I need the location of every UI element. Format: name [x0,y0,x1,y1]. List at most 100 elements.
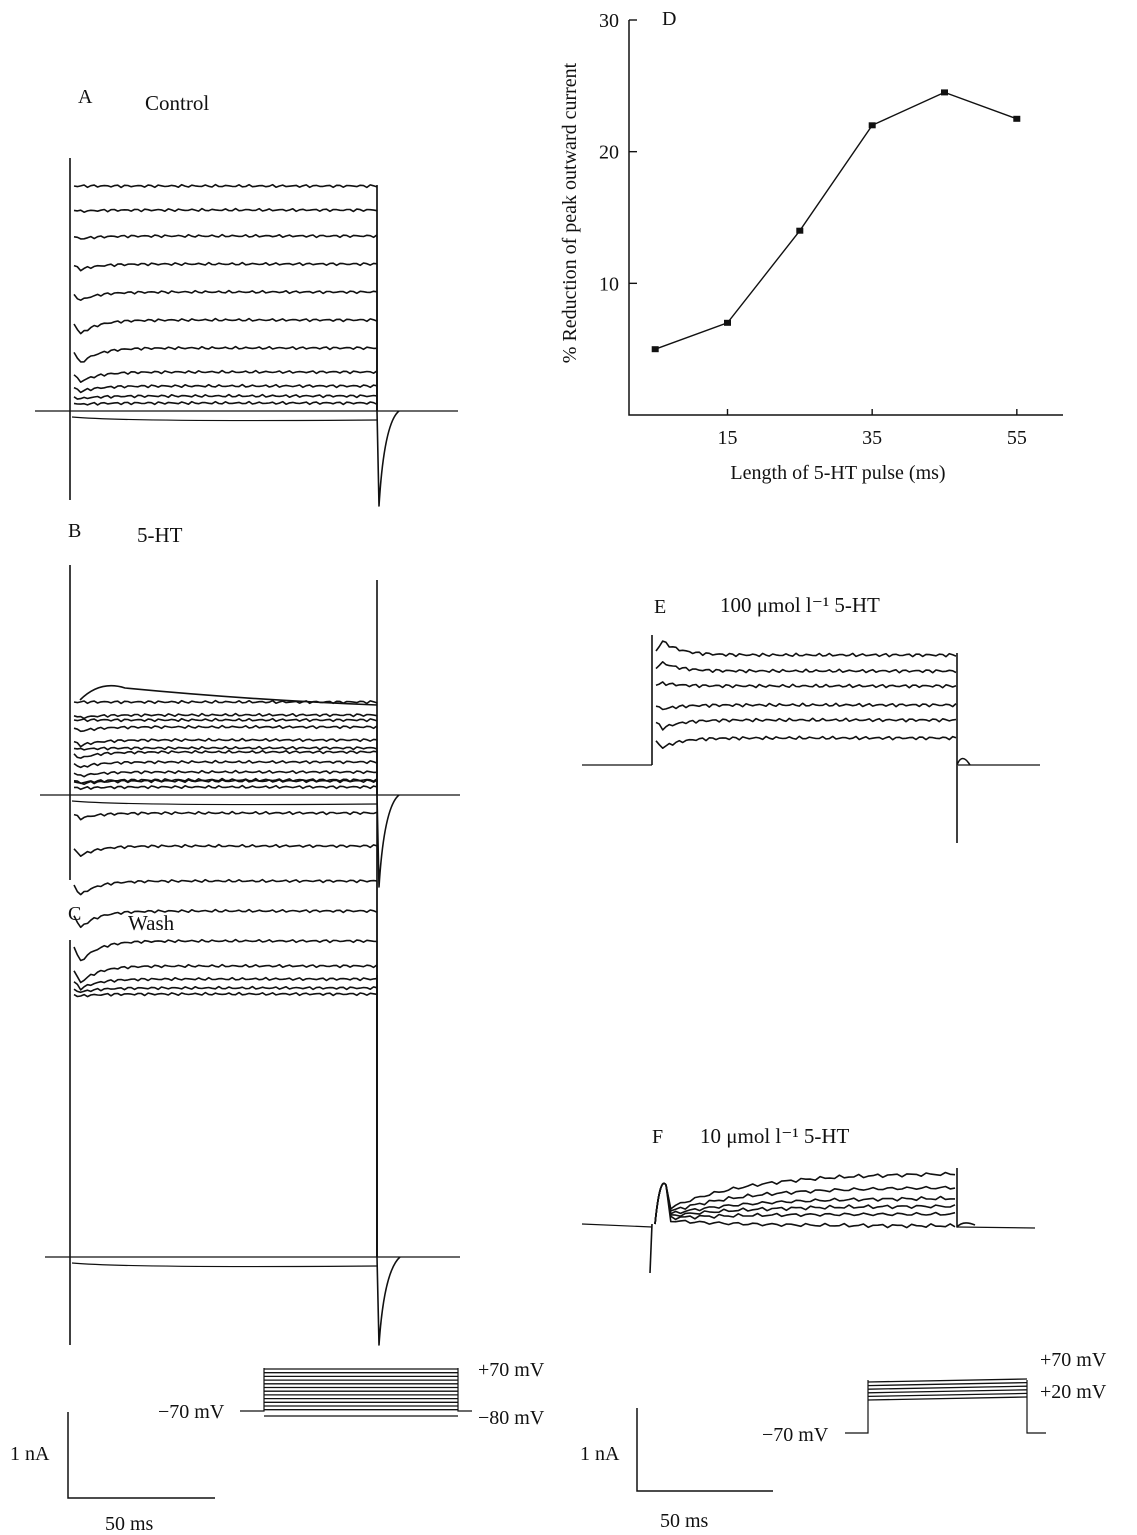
current-trace [73,749,378,759]
panel-a: A Control [35,86,458,507]
panel-e-label: 100 μmol l⁻¹ 5-HT [720,593,880,617]
current-trace [73,724,378,733]
protocol-left-low-label: −80 mV [478,1407,545,1429]
current-trace [73,233,378,240]
scalebar-right-current: 1 nA [580,1443,620,1465]
protocol-right-hold-label: −70 mV [762,1424,829,1446]
hyperpolarized-trace [71,800,378,806]
panel-f-current-traces [581,1168,1036,1274]
tail-transient [376,975,401,1346]
panel-a-current-traces [35,158,458,507]
protocol-step [867,1378,1028,1383]
current-trace [73,400,378,406]
protocol-step [867,1389,1028,1394]
panel-b-current-traces [40,565,460,888]
current-trace [73,717,378,723]
scalebar-right-bars [636,1408,773,1492]
hyperpolarized-trace [71,1262,378,1268]
current-trace [73,878,378,896]
tail-transient [376,580,400,888]
current-trace [654,1182,956,1225]
y-tick-label: 30 [599,10,619,32]
current-trace [74,784,378,791]
current-trace [654,1171,956,1225]
panel-c: C Wash [45,717,460,1346]
current-trace [654,1182,956,1225]
current-trace [73,369,378,383]
hyperpolarized-trace [71,416,378,422]
x-tick-label: 35 [862,427,882,449]
current-trace [655,735,957,749]
current-trace [73,963,378,984]
panel-c-label: Wash [128,911,175,935]
scalebar-left-bars [67,1412,215,1499]
current-trace [73,769,378,778]
panel-f-label: 10 μmol l⁻¹ 5-HT [700,1124,850,1148]
y-tick-label: 20 [599,142,619,164]
current-trace [73,991,378,998]
current-trace [655,661,957,674]
current-trace [73,712,378,720]
current-trace [655,702,957,711]
scalebar-left-time: 50 ms [105,1513,154,1535]
data-point [651,346,659,353]
protocol-step [867,1392,1028,1398]
current-trace [73,985,378,994]
panel-e: E 100 μmol l⁻¹ 5-HT [582,593,1040,843]
panel-f: F 10 μmol l⁻¹ 5-HT [581,1124,1036,1274]
panel-d-chart: 10 20 30 15 35 55 [599,10,1063,449]
current-trace [73,289,378,301]
protocol-left-hold-label: −70 mV [158,1401,225,1423]
current-trace [73,976,378,991]
panel-d-axes [628,20,1063,416]
protocol-right-steps [845,1378,1046,1434]
protocol-left-steps [240,1368,472,1417]
data-point [868,122,876,129]
scalebar-left-current: 1 nA [10,1443,50,1465]
current-trace [73,261,378,272]
voltage-protocol-right: +70 mV +20 mV −70 mV [762,1349,1107,1446]
current-trace [79,684,378,706]
current-trace [73,317,378,335]
x-tick-label: 15 [718,427,738,449]
current-trace [73,383,378,394]
current-trace [73,345,378,363]
current-trace [73,207,378,213]
current-trace [73,908,378,929]
current-trace [73,778,378,786]
panel-a-letter: A [78,86,93,108]
panel-d: D 10 20 30 15 35 55 Length of 5-HT pulse (ms)… [559,8,1063,484]
x-tick-label: 55 [1007,427,1027,449]
current-trace [73,393,378,400]
current-trace [73,699,378,705]
protocol-frame [845,1380,1046,1434]
panel-e-current-traces [582,635,1040,843]
protocol-step [867,1381,1028,1387]
tail-transient [956,1168,976,1228]
baseline-trace [581,1223,1036,1229]
current-trace [73,745,378,751]
panel-c-letter: C [68,903,81,925]
protocol-frame [240,1368,472,1412]
current-trace [655,640,957,658]
current-trace [73,759,378,769]
current-trace [654,1182,956,1225]
tail-transient [956,653,971,843]
scalebar-right: 1 nA 50 ms [580,1408,773,1532]
protocol-left-high-label: +70 mV [478,1359,545,1381]
panel-d-letter: D [662,8,676,30]
data-point [724,319,731,326]
current-trace [73,737,378,748]
panel-f-letter: F [652,1126,663,1148]
voltage-protocol-left: +70 mV −70 mV −80 mV [158,1359,545,1429]
data-point [941,89,948,96]
panel-b-letter: B [68,520,81,542]
current-trace [73,938,378,962]
data-point [1013,115,1021,122]
current-trace [654,1182,955,1225]
scalebar-right-time: 50 ms [660,1510,709,1532]
protocol-right-high-label: +70 mV [1040,1349,1107,1371]
panel-b: B 5-HT [40,520,460,888]
current-trace [655,681,957,689]
